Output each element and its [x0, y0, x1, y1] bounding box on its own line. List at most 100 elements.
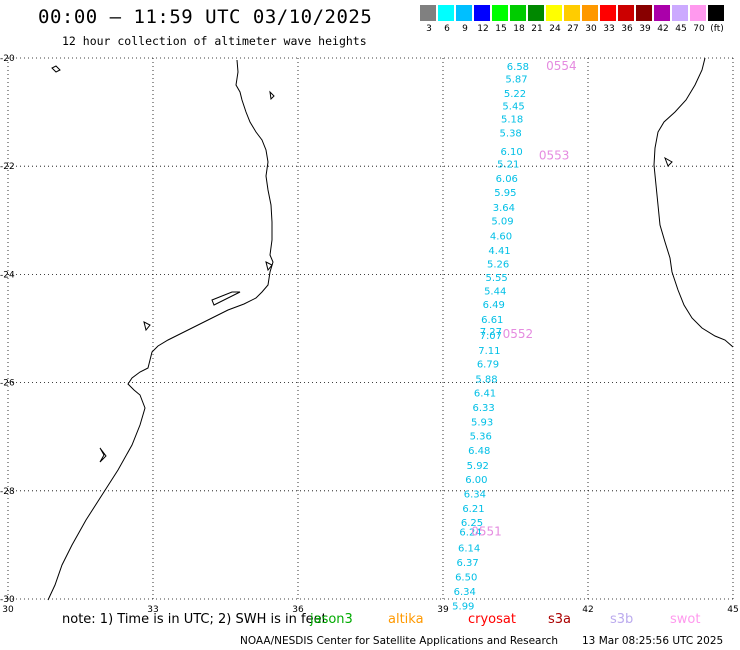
legend-swatch	[654, 5, 670, 21]
x-tick-label: 42	[582, 605, 593, 615]
legend-label: 21	[531, 24, 543, 34]
x-tick-label: 33	[147, 605, 158, 615]
swh-value: 5.38	[500, 129, 522, 140]
island-shape	[664, 156, 673, 167]
swh-value: 6.00	[465, 475, 487, 486]
legend-swatch	[456, 5, 472, 21]
legend-swatch	[618, 5, 634, 21]
swh-value: 5.92	[467, 461, 489, 472]
legend-label: 6	[444, 24, 450, 34]
legend-label: 42	[657, 24, 669, 34]
legend-label: 30	[585, 24, 597, 34]
swh-value: 6.49	[483, 300, 505, 311]
pass-label: 0554	[546, 59, 577, 73]
legend-label: 15	[495, 24, 507, 34]
credit-timestamp: 13 Mar 08:25:56 UTC 2025	[582, 635, 724, 647]
swh-value: 6.34	[454, 587, 476, 598]
africa-coastline	[47, 59, 274, 601]
island-shape	[99, 447, 107, 463]
swh-value: 6.14	[458, 544, 480, 555]
y-tick-label: -20	[0, 54, 15, 64]
x-tick-label: 45	[727, 605, 738, 615]
y-tick-label: -24	[0, 270, 15, 280]
swh-value: 6.48	[468, 446, 490, 457]
legend-swatch	[708, 5, 724, 21]
legend-swatch	[492, 5, 508, 21]
swh-value: 6.21	[462, 504, 484, 515]
island-shape	[51, 65, 61, 73]
page-subtitle: 12 hour collection of altimeter wave hei…	[62, 34, 367, 48]
y-tick-label: -28	[0, 487, 15, 497]
swh-value: 5.88	[475, 374, 497, 385]
legend-swatch	[510, 5, 526, 21]
swh-value: 5.26	[487, 260, 509, 271]
swh-value: 4.41	[488, 246, 510, 257]
island-shape	[269, 90, 275, 101]
swh-value: 5.36	[470, 432, 492, 443]
pass-label: 0553	[539, 148, 570, 162]
swh-value: 6.06	[496, 174, 518, 185]
satellite-jason3: jason3	[310, 612, 353, 627]
legend-label: 27	[567, 24, 579, 34]
swh-value: 5.45	[502, 102, 524, 113]
legend-swatch	[420, 5, 436, 21]
satellite-cryosat: cryosat	[468, 612, 516, 627]
footer-note: note: 1) Time is in UTC; 2) SWH is in fe…	[62, 612, 327, 627]
swh-value: 6.34	[464, 490, 486, 501]
swh-value: 6.10	[501, 147, 523, 158]
x-tick-label: 36	[292, 605, 304, 615]
swh-value: 6.33	[472, 403, 494, 414]
legend-swatch	[672, 5, 688, 21]
swh-value: 5.87	[505, 75, 527, 86]
legend-label: 24	[549, 24, 561, 34]
swh-value: 5.93	[471, 418, 493, 429]
swh-value: 6.41	[474, 388, 496, 399]
pass-label: 0552	[503, 327, 534, 341]
axis-ticks: 30 33 36 39 42 45 -20 -22 -24 -26 -28 -30	[0, 54, 739, 615]
y-tick-label: -30	[0, 595, 15, 605]
swh-value: 5.22	[504, 89, 526, 100]
pass-labels: 0554 0553 0552 0551	[471, 59, 576, 538]
swh-value: 3.64	[493, 203, 515, 214]
satellite-swot: swot	[670, 612, 701, 627]
x-tick-label: 30	[2, 605, 14, 615]
swh-value: 5.55	[486, 273, 508, 284]
swh-value: 5.18	[501, 115, 523, 126]
swh-value: 6.25	[461, 518, 483, 529]
legend-swatch	[600, 5, 616, 21]
legend-swatch	[582, 5, 598, 21]
legend-swatch	[474, 5, 490, 21]
legend-label: 36	[621, 24, 633, 34]
swh-value: 7.07	[480, 331, 502, 342]
swh-value: 5.99	[452, 601, 474, 612]
y-tick-label: -26	[0, 379, 15, 389]
legend-label: 9	[462, 24, 468, 34]
pass-label: 0551	[471, 524, 502, 538]
legend-label: 33	[603, 24, 615, 34]
credit-text: NOAA/NESDIS Center for Satellite Applica…	[240, 635, 558, 647]
island-shape	[211, 291, 241, 306]
legend-label: (ft)	[710, 24, 724, 34]
swh-value: 4.60	[490, 231, 512, 242]
legend-label: 39	[639, 24, 651, 34]
legend-swatch	[564, 5, 580, 21]
swh-value: 6.37	[457, 558, 479, 569]
swh-value: 5.95	[494, 188, 516, 199]
satellite-s3b: s3b	[610, 612, 634, 627]
legend-label: 70	[693, 24, 705, 34]
madagascar-coastline	[653, 57, 734, 348]
legend-label: 12	[477, 24, 489, 34]
swh-value: 5.09	[491, 216, 513, 227]
map-grid	[7, 57, 734, 600]
satellite-altika: altika	[388, 612, 424, 627]
y-tick-label: -22	[0, 162, 15, 172]
legend-label: 18	[513, 24, 525, 34]
legend-swatch	[528, 5, 544, 21]
swh-value: 6.24	[459, 527, 481, 538]
page-title: 00:00 — 11:59 UTC 03/10/2025	[38, 6, 373, 28]
swh-value: 5.21	[497, 159, 519, 170]
legend-swatch	[636, 5, 652, 21]
swh-value: 5.44	[484, 287, 506, 298]
legend-label: 45	[675, 24, 687, 34]
